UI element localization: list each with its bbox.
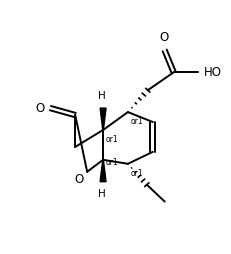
Text: O: O — [74, 173, 83, 186]
Text: or1: or1 — [130, 169, 143, 178]
Text: O: O — [158, 31, 168, 44]
Polygon shape — [100, 108, 106, 130]
Polygon shape — [100, 160, 106, 182]
Text: H: H — [98, 189, 106, 199]
Text: or1: or1 — [106, 158, 118, 167]
Text: HO: HO — [203, 66, 221, 79]
Text: or1: or1 — [130, 117, 143, 126]
Text: O: O — [35, 102, 44, 115]
Text: or1: or1 — [106, 135, 118, 144]
Text: H: H — [98, 91, 106, 101]
